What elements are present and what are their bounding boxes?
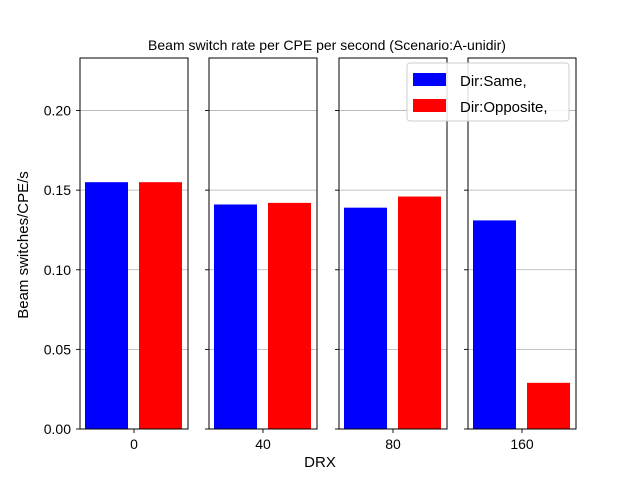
bar-opposite-drx-0 [139,182,182,429]
x-tick-label-0: 0 [130,436,138,452]
y-axis-label: Beam switches/CPE/s [15,171,32,319]
bar-same-drx-80 [344,207,387,429]
y-tick-label: 0.10 [44,262,71,278]
panel-drx-0: 0 [76,57,189,452]
chart-panels: 0 40 80 160 [76,57,577,452]
legend-swatch [413,99,446,112]
x-tick-label-40: 40 [255,436,271,452]
bar-same-drx-40 [214,204,257,429]
bar-same-drx-0 [85,182,128,429]
legend-label-same: Dir:Same, [460,73,527,90]
bar-opposite-drx-40 [268,202,311,429]
x-axis-label: DRX [304,454,336,471]
bar-opposite-drx-160 [527,382,570,429]
bar-opposite-drx-80 [398,196,441,429]
x-tick-label-80: 80 [385,436,401,452]
panel-drx-80: 80 [335,57,448,452]
y-axis: 0.00 0.05 0.10 0.15 0.20 [44,103,71,437]
y-tick-label: 0.00 [44,421,71,437]
y-tick-label: 0.15 [44,182,71,198]
legend-swatch [413,73,446,86]
y-tick-label: 0.20 [44,103,71,119]
bar-same-drx-160 [473,220,516,429]
legend: Dir:Same, Dir:Opposite, [406,62,570,122]
chart-title: Beam switch rate per CPE per second (Sce… [148,37,506,53]
legend-box [406,62,570,122]
panel-drx-40: 40 [205,57,318,452]
x-tick-label-160: 160 [510,436,534,452]
panel-drx-160: 160 [464,57,577,452]
legend-label-opposite: Dir:Opposite, [460,99,548,116]
y-tick-label: 0.05 [44,341,71,357]
